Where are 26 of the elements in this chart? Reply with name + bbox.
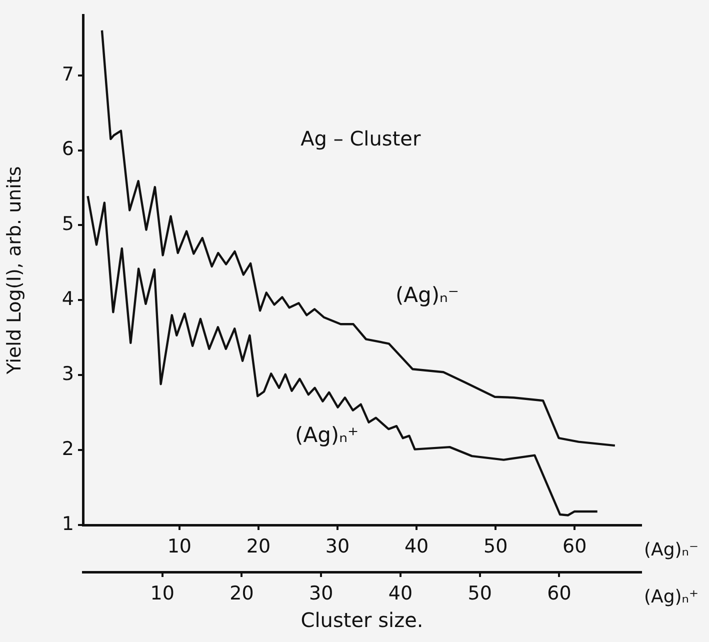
series-label: (Ag)ₙ⁻ — [395, 283, 460, 308]
y-tick-label: 3 — [62, 363, 74, 386]
series-label: (Ag)ₙ⁺ — [295, 423, 359, 448]
y-tick-label: 5 — [62, 213, 74, 236]
x2-tick-label: 40 — [388, 582, 413, 604]
x2-tick-label: 10 — [150, 582, 174, 604]
x2-tick-label: 60 — [547, 582, 572, 604]
x-tick-label: 40 — [404, 535, 429, 558]
y-tick-label: 4 — [62, 288, 74, 310]
x-axis-title: Cluster size. — [300, 608, 424, 632]
x-tick-label: 10 — [167, 535, 192, 558]
text: (Ag)ₙ⁺ — [644, 586, 698, 608]
x2-tick-label: 30 — [309, 582, 334, 604]
x-tick-label: 50 — [483, 535, 508, 558]
x-tick-label: 20 — [246, 535, 271, 558]
y-tick-label: 7 — [62, 63, 74, 86]
x-tick-label: 30 — [325, 535, 350, 558]
y-tick-label: 6 — [62, 138, 74, 160]
text: Ag – Cluster — [300, 126, 422, 151]
y-tick-label: 2 — [62, 438, 74, 460]
y-tick-label: 1 — [62, 512, 74, 535]
x2-tick-label: 50 — [468, 582, 492, 604]
x-tick-label: 60 — [562, 535, 587, 558]
text: (Ag)ₙ⁻ — [644, 540, 698, 561]
x2-tick-label: 20 — [230, 582, 254, 604]
y-axis-title: Yield Log(I), arb. units — [3, 166, 26, 376]
